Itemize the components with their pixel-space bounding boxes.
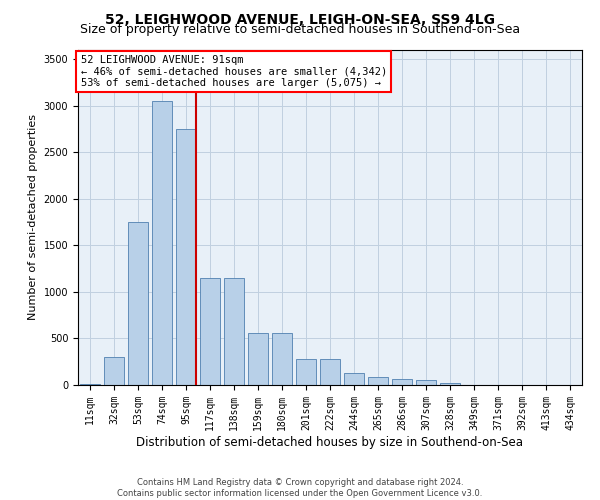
Bar bbox=[248, 333, 268, 385]
Text: Contains HM Land Registry data © Crown copyright and database right 2024.
Contai: Contains HM Land Registry data © Crown c… bbox=[118, 478, 482, 498]
Bar bbox=[320, 359, 340, 385]
Bar bbox=[224, 278, 244, 385]
Text: 52 LEIGHWOOD AVENUE: 91sqm
← 46% of semi-detached houses are smaller (4,342)
53%: 52 LEIGHWOOD AVENUE: 91sqm ← 46% of semi… bbox=[80, 55, 387, 88]
Bar bbox=[152, 101, 172, 385]
Text: Size of property relative to semi-detached houses in Southend-on-Sea: Size of property relative to semi-detach… bbox=[80, 22, 520, 36]
Bar bbox=[104, 357, 124, 385]
Bar bbox=[344, 374, 364, 385]
Bar bbox=[392, 379, 412, 385]
Bar bbox=[416, 380, 436, 385]
Bar bbox=[368, 377, 388, 385]
Bar bbox=[272, 333, 292, 385]
Y-axis label: Number of semi-detached properties: Number of semi-detached properties bbox=[28, 114, 38, 320]
Text: 52, LEIGHWOOD AVENUE, LEIGH-ON-SEA, SS9 4LG: 52, LEIGHWOOD AVENUE, LEIGH-ON-SEA, SS9 … bbox=[105, 12, 495, 26]
Bar bbox=[200, 278, 220, 385]
X-axis label: Distribution of semi-detached houses by size in Southend-on-Sea: Distribution of semi-detached houses by … bbox=[137, 436, 523, 448]
Bar bbox=[128, 222, 148, 385]
Bar bbox=[440, 384, 460, 385]
Bar bbox=[80, 384, 100, 385]
Bar bbox=[176, 129, 196, 385]
Bar bbox=[296, 359, 316, 385]
